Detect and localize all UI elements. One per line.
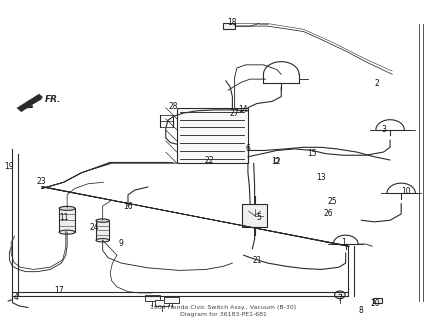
Text: 24: 24 [90,223,100,232]
Text: 6: 6 [245,144,250,153]
Bar [177,108,248,163]
Text: 7: 7 [337,294,342,303]
Text: 1984 Honda Civic Switch Assy., Vacuum (B-30)
Diagram for 36183-PE1-681: 1984 Honda Civic Switch Assy., Vacuum (B… [151,305,296,317]
Bar [155,300,169,307]
Text: 4: 4 [13,292,18,301]
Bar [145,295,160,301]
Polygon shape [17,94,43,112]
Text: 3: 3 [381,125,386,134]
Text: 15: 15 [308,149,317,158]
Bar [164,297,179,303]
Text: 18: 18 [227,18,236,27]
Ellipse shape [96,219,110,222]
Text: 10: 10 [401,187,410,196]
Text: FR.: FR. [45,95,61,104]
Text: 2: 2 [375,79,379,88]
Text: 13: 13 [316,173,326,182]
Circle shape [334,291,345,299]
Text: 25: 25 [328,197,337,206]
Text: 20: 20 [371,299,380,308]
Text: 23: 23 [37,177,46,186]
Text: 27: 27 [230,108,240,117]
Text: 21: 21 [252,256,261,265]
Ellipse shape [96,239,110,242]
Text: 17: 17 [55,285,64,295]
Text: 16: 16 [123,203,133,212]
Text: 22: 22 [205,156,214,165]
Bar [59,208,75,232]
Bar [373,298,382,303]
Text: 14: 14 [238,105,247,114]
Text: 9: 9 [119,239,124,248]
Ellipse shape [59,206,75,210]
Bar [242,204,267,228]
Text: 28: 28 [169,102,178,111]
Text: 5: 5 [257,212,261,222]
Text: 8: 8 [359,306,363,315]
Text: 1: 1 [341,238,346,247]
Text: 19: 19 [4,162,14,171]
Bar [223,23,235,29]
Text: 12: 12 [271,157,281,166]
Ellipse shape [59,230,75,234]
Text: 26: 26 [323,209,333,218]
Bar [96,220,110,240]
Text: 11: 11 [59,212,68,222]
